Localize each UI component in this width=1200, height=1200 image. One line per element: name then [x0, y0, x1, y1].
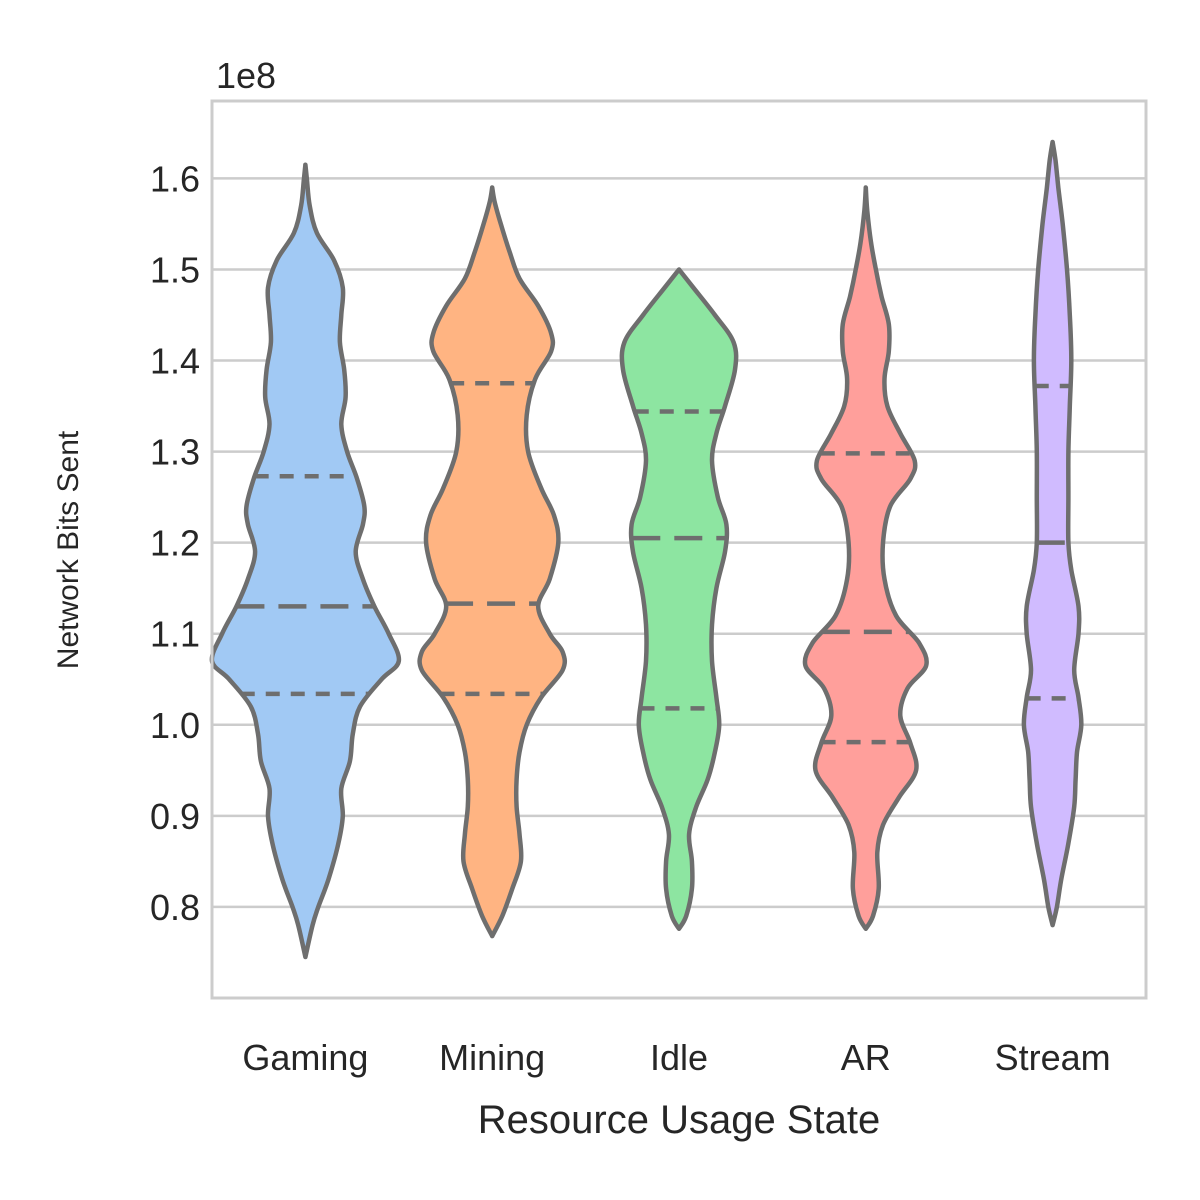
plot-frame — [210, 99, 1148, 1000]
violin-mining — [417, 185, 568, 939]
y-tick-labels: 0.8 0.9 1.0 1.1 1.2 1.3 1.4 1.5 1.6 — [150, 158, 200, 928]
x-tick-label: Gaming — [242, 1037, 368, 1078]
x-tick-labels: Gaming Mining Idle AR Stream — [242, 1037, 1110, 1078]
y-tick-label: 1.0 — [150, 705, 200, 746]
violin-idle — [619, 267, 739, 932]
x-tick-label: AR — [841, 1037, 891, 1078]
violins — [209, 139, 1084, 960]
y-tick-label: 1.2 — [150, 523, 200, 564]
violin-ar — [802, 185, 929, 932]
x-tick-label: Stream — [995, 1037, 1111, 1078]
x-tick-label: Mining — [439, 1037, 545, 1078]
violin-stream — [1021, 139, 1084, 928]
y-tick-label: 0.9 — [150, 796, 200, 837]
quartile-lines — [236, 381, 1079, 745]
y-tick-label: 1.6 — [150, 158, 200, 199]
y-tick-label: 1.3 — [150, 432, 200, 473]
y-tick-label: 1.5 — [150, 249, 200, 290]
x-axis-label: Resource Usage State — [478, 1098, 880, 1142]
y-tick-label: 0.8 — [150, 887, 200, 928]
violin-gaming — [209, 162, 402, 960]
y-axis-label: Network Bits Sent — [52, 430, 85, 669]
x-tick-label: Idle — [650, 1037, 708, 1078]
y-tick-label: 1.4 — [150, 341, 200, 382]
y-tick-label: 1.1 — [150, 614, 200, 655]
y-offset-label: 1e8 — [216, 55, 276, 96]
